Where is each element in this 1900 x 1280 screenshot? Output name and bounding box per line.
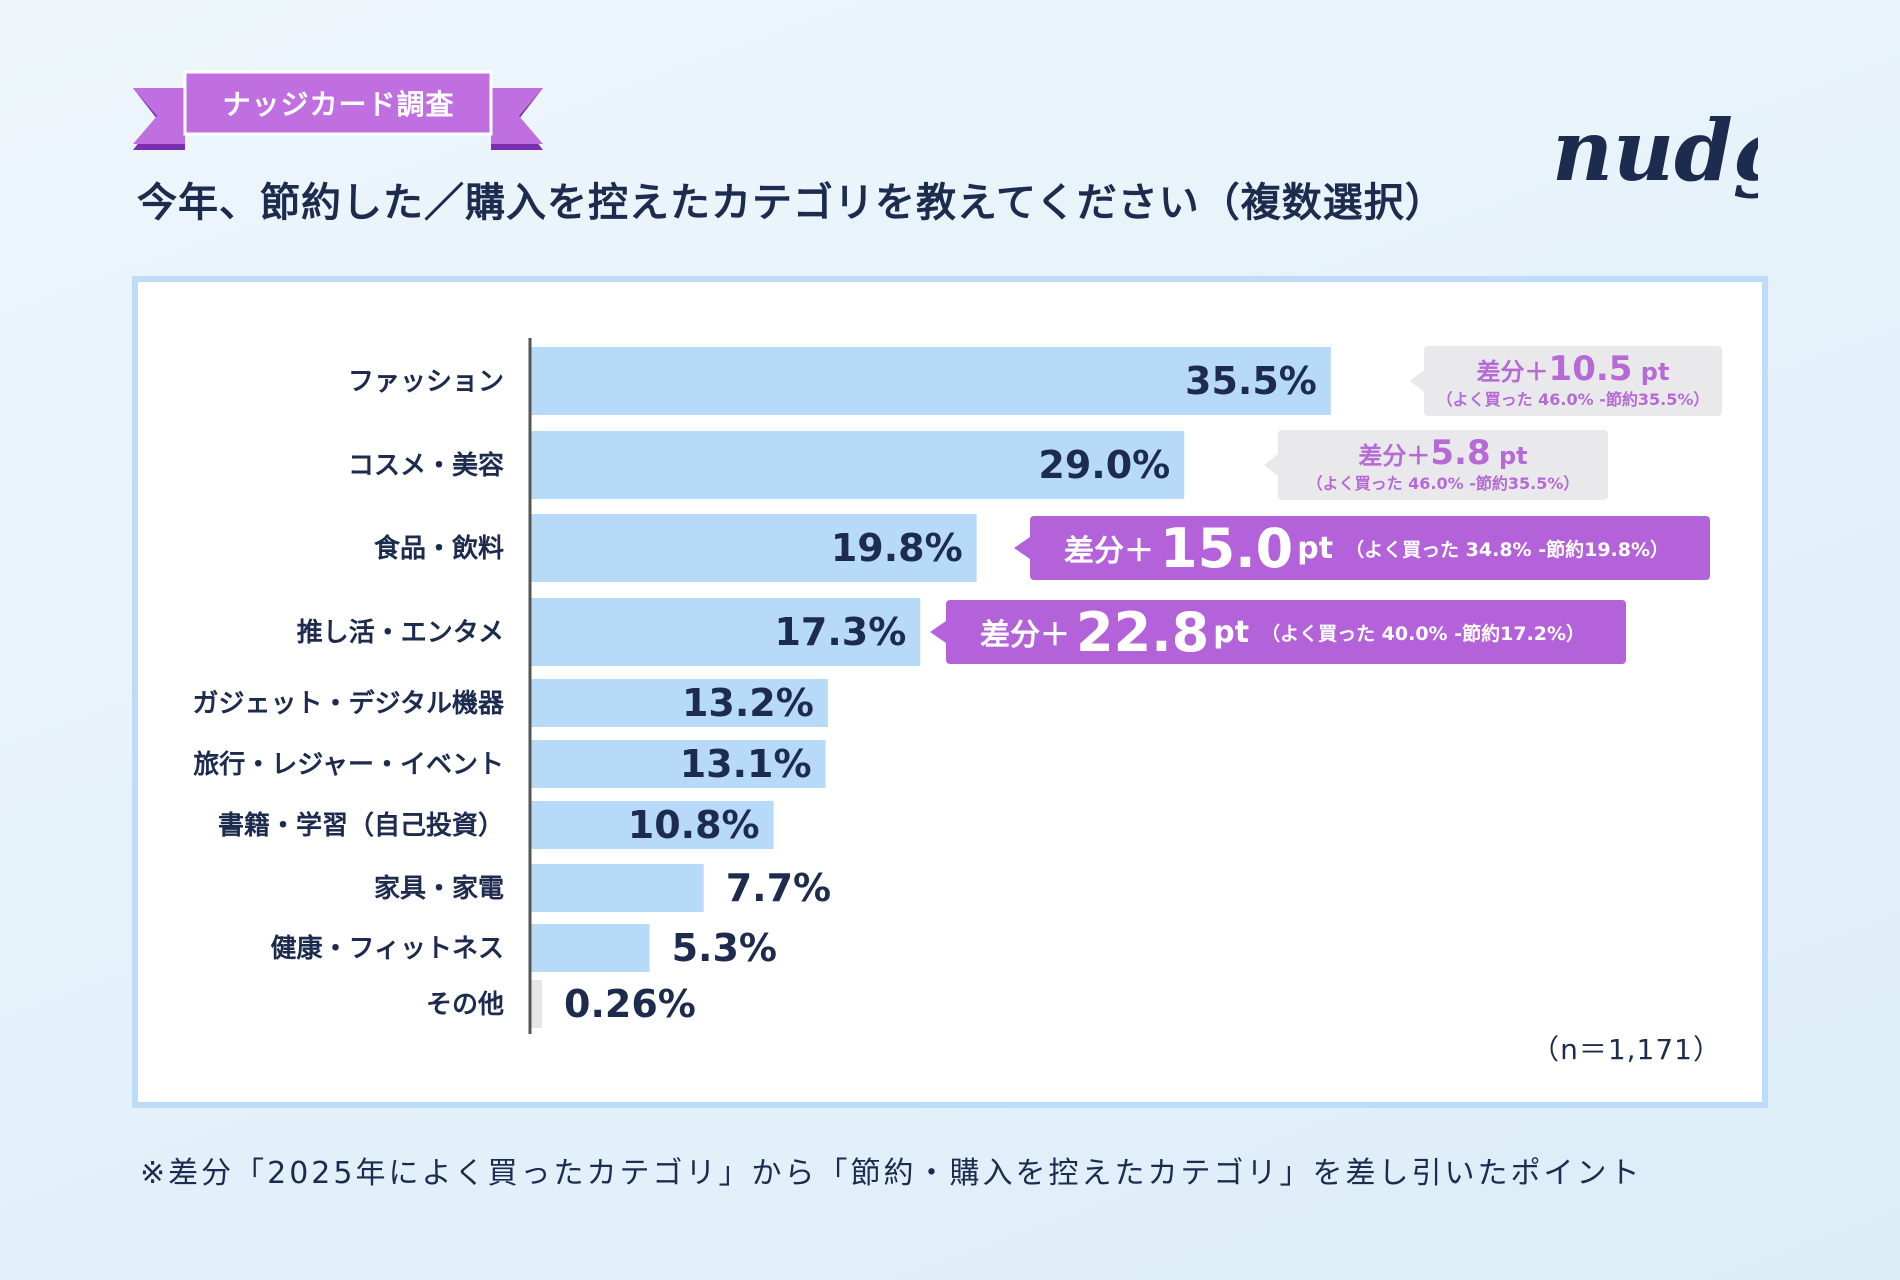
value-label: 35.5% [1185,359,1317,403]
callout-pointer [1264,454,1278,476]
category-label: ファッション [348,367,504,397]
category-label: 旅行・レジャー・イベント [193,749,504,780]
callout-pointer [1014,537,1030,559]
callout-diff-value: 10.5 [1548,349,1633,389]
callout-diff-value: 15.0 [1160,516,1294,580]
callout-diff-value: 22.8 [1076,600,1210,664]
ribbon-shape [133,70,543,150]
bar [530,801,774,849]
category-label: 健康・フィットネス [271,933,504,964]
value-label: 0.26% [564,982,696,1026]
logo-text: nudge [1552,101,1758,200]
category-label: 食品・飲料 [374,533,504,564]
value-label: 29.0% [1038,443,1170,487]
category-label: 家具・家電 [374,873,504,904]
category-label: 推し活・エンタメ [297,618,504,648]
footnote: ※差分「2025年によく買ったカテゴリ」から「節約・購入を控えたカテゴリ」を差し… [140,1156,1643,1191]
category-label: その他 [426,990,504,1020]
bar [530,598,921,666]
callout-head: 差分＋ [1476,358,1549,386]
category-label: ガジェット・デジタル機器 [193,688,505,719]
callout-detail: （よく買った 40.0% -節約17.2%） [1261,622,1586,645]
callout-main-line: 差分＋10.5 pt [1424,351,1722,390]
value-label: 7.7% [726,866,831,910]
callout-detail: （よく買った 46.0% -節約35.5%） [1306,474,1580,493]
value-label: 13.1% [680,742,812,786]
callout-main-line: 差分＋5.8 pt [1278,435,1608,474]
diff-callout: 差分＋5.8 pt （よく買った 46.0% -節約35.5%） [1264,430,1608,500]
ribbon-label: ナッジカード調査 [222,88,455,121]
callout-unit: pt [1498,442,1528,470]
survey-ribbon: ナッジカード調査 [133,68,543,150]
bar [530,347,1331,415]
value-label: 10.8% [628,803,760,847]
value-label: 17.3% [774,610,906,654]
page-title: 今年、節約した／購入を控えたカテゴリを教えてください（複数選択） [137,180,1446,226]
callout-unit: pt [1297,530,1334,566]
callout-detail: （よく買った 46.0% -節約35.5%） [1436,390,1710,409]
callout-pointer [930,621,946,643]
bar [530,679,828,727]
category-label: コスメ・美容 [348,450,504,481]
bar [530,864,704,912]
bar [530,740,826,788]
callout-head: 差分＋ [1358,442,1431,470]
bar [530,514,977,582]
nudge-logo: nudge [1552,101,1758,200]
callout-unit: pt [1213,614,1250,650]
bar [530,980,542,1028]
callout-diff-value: 5.8 [1430,433,1491,473]
callout-unit: pt [1640,358,1670,386]
bar-chart: ファッション 35.5% コスメ・美容 29.0% 食品・飲料 19.8% 推し活・エンタメ… [193,338,1331,1034]
callout-head: 差分＋ [1064,534,1154,569]
diff-callout: 差分＋ 15.0 pt （よく買った 34.8% -節約19.8%） [1014,516,1710,580]
bar [530,924,650,972]
sample-size: （n＝1,171） [1531,1033,1722,1066]
value-label: 13.2% [682,681,814,725]
callout-head: 差分＋ [980,618,1070,653]
diff-callout: 差分＋ 22.8 pt （よく買った 40.0% -節約17.2%） [930,600,1626,664]
callout-pointer [1410,370,1424,392]
value-label: 19.8% [831,526,963,570]
category-label: 書籍・学習（自己投資） [218,810,504,841]
chart-card: ファッション 35.5% コスメ・美容 29.0% 食品・飲料 19.8% 推し活・エンタメ… [132,276,1768,1108]
callout-detail: （よく買った 34.8% -節約19.8%） [1345,538,1670,561]
value-label: 5.3% [672,926,777,970]
bar [530,431,1185,499]
diff-callout: 差分＋10.5 pt （よく買った 46.0% -節約35.5%） [1410,346,1722,416]
